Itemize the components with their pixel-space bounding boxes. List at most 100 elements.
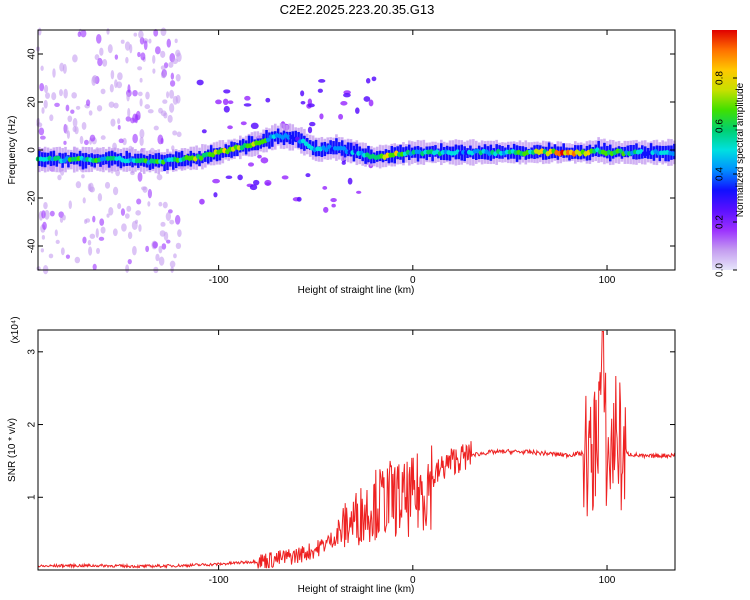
noise-speckle — [99, 47, 104, 56]
snr-series-line — [37, 331, 676, 569]
noise-speckle — [249, 184, 258, 191]
noise-speckle — [153, 125, 159, 131]
colorbar-gradient — [712, 30, 737, 270]
noise-speckle — [240, 121, 247, 126]
noise-speckle — [356, 190, 362, 194]
noise-speckle — [62, 214, 66, 221]
noise-speckle — [166, 38, 171, 48]
colorbar-tick-label: 0.4 — [715, 167, 726, 181]
noise-speckle — [117, 118, 121, 125]
noise-speckle — [153, 29, 159, 37]
ridge-band — [206, 149, 210, 164]
noise-speckle — [162, 99, 168, 104]
noise-speckle — [108, 101, 115, 108]
noise-speckle — [213, 192, 218, 198]
noise-speckle — [51, 92, 57, 101]
noise-speckle — [244, 95, 251, 101]
noise-speckle — [212, 178, 220, 184]
noise-speckle — [152, 68, 156, 74]
noise-speckle — [40, 135, 46, 140]
noise-speckle — [100, 135, 106, 140]
noise-speckle — [127, 258, 132, 265]
spectrogram-x-tick-label: -100 — [209, 275, 229, 286]
noise-speckle — [243, 103, 252, 107]
noise-speckle — [40, 248, 44, 253]
noise-speckle — [89, 233, 96, 239]
noise-speckle — [309, 121, 316, 127]
noise-speckle — [99, 218, 105, 226]
noise-speckle — [106, 213, 110, 218]
noise-speckle — [67, 115, 73, 123]
noise-speckle — [120, 208, 126, 216]
noise-speckle — [72, 117, 78, 128]
noise-speckle — [139, 98, 143, 107]
noise-speckle — [173, 253, 177, 259]
noise-speckle — [169, 89, 175, 99]
ridge-band — [474, 148, 478, 160]
noise-speckle — [82, 197, 86, 204]
noise-speckle — [92, 263, 97, 271]
noise-speckle — [147, 188, 152, 199]
noise-speckle — [223, 105, 230, 113]
noise-speckle — [39, 82, 45, 92]
ridge-band — [416, 145, 420, 162]
noise-speckle — [148, 38, 152, 44]
noise-speckle — [110, 69, 115, 80]
noise-speckle — [126, 92, 130, 102]
noise-speckle — [169, 80, 176, 87]
noise-speckle — [307, 126, 313, 134]
noise-speckle — [260, 157, 269, 164]
noise-speckle — [63, 88, 68, 99]
noise-speckle — [80, 29, 87, 38]
noise-speckle — [41, 210, 46, 219]
noise-speckle — [175, 49, 181, 57]
ridge-band — [335, 138, 338, 155]
noise-speckle — [59, 89, 63, 97]
noise-speckle — [92, 75, 98, 84]
colorbar-tick-label: 0.0 — [715, 263, 726, 277]
colorbar-tick-label: 0.6 — [715, 119, 726, 133]
noise-speckle — [300, 90, 305, 97]
noise-speckle — [65, 254, 71, 259]
noise-speckle — [145, 91, 150, 100]
noise-speckle — [82, 236, 87, 244]
noise-speckle — [225, 175, 233, 180]
noise-speckle — [162, 201, 168, 209]
spectrogram-y-label: Frequency (Hz) — [7, 116, 18, 185]
noise-speckle — [110, 118, 116, 127]
noise-speckle — [113, 102, 119, 109]
noise-speckle — [114, 54, 119, 60]
noise-speckle — [152, 54, 156, 64]
noise-speckle — [87, 183, 92, 192]
noise-speckle — [100, 88, 106, 95]
noise-speckle — [215, 99, 222, 105]
noise-speckle — [145, 245, 150, 253]
noise-speckle — [118, 138, 124, 144]
noise-speckle — [81, 122, 87, 130]
noise-speckle — [87, 239, 92, 246]
spectrogram-x-label: Height of straight line (km) — [298, 285, 415, 296]
noise-speckle — [52, 68, 56, 78]
noise-speckle — [75, 181, 82, 189]
noise-speckle — [158, 107, 163, 114]
noise-speckle — [71, 92, 77, 99]
ridge-band — [317, 146, 321, 157]
noise-speckle — [49, 210, 55, 217]
noise-speckle — [65, 104, 70, 112]
noise-speckle — [137, 171, 143, 182]
noise-speckle — [125, 56, 129, 64]
ridge-band — [346, 142, 350, 157]
noise-speckle — [340, 101, 348, 106]
noise-speckle — [92, 215, 96, 223]
ridge-band — [521, 146, 525, 157]
noise-speckle — [64, 124, 69, 134]
noise-speckle — [44, 84, 49, 94]
noise-speckle — [227, 100, 234, 105]
noise-speckle — [127, 231, 133, 240]
noise-speckle — [43, 99, 48, 109]
noise-speckle — [264, 179, 272, 186]
noise-speckle — [139, 136, 144, 147]
noise-speckle — [343, 92, 351, 98]
ridge-core — [341, 146, 347, 151]
